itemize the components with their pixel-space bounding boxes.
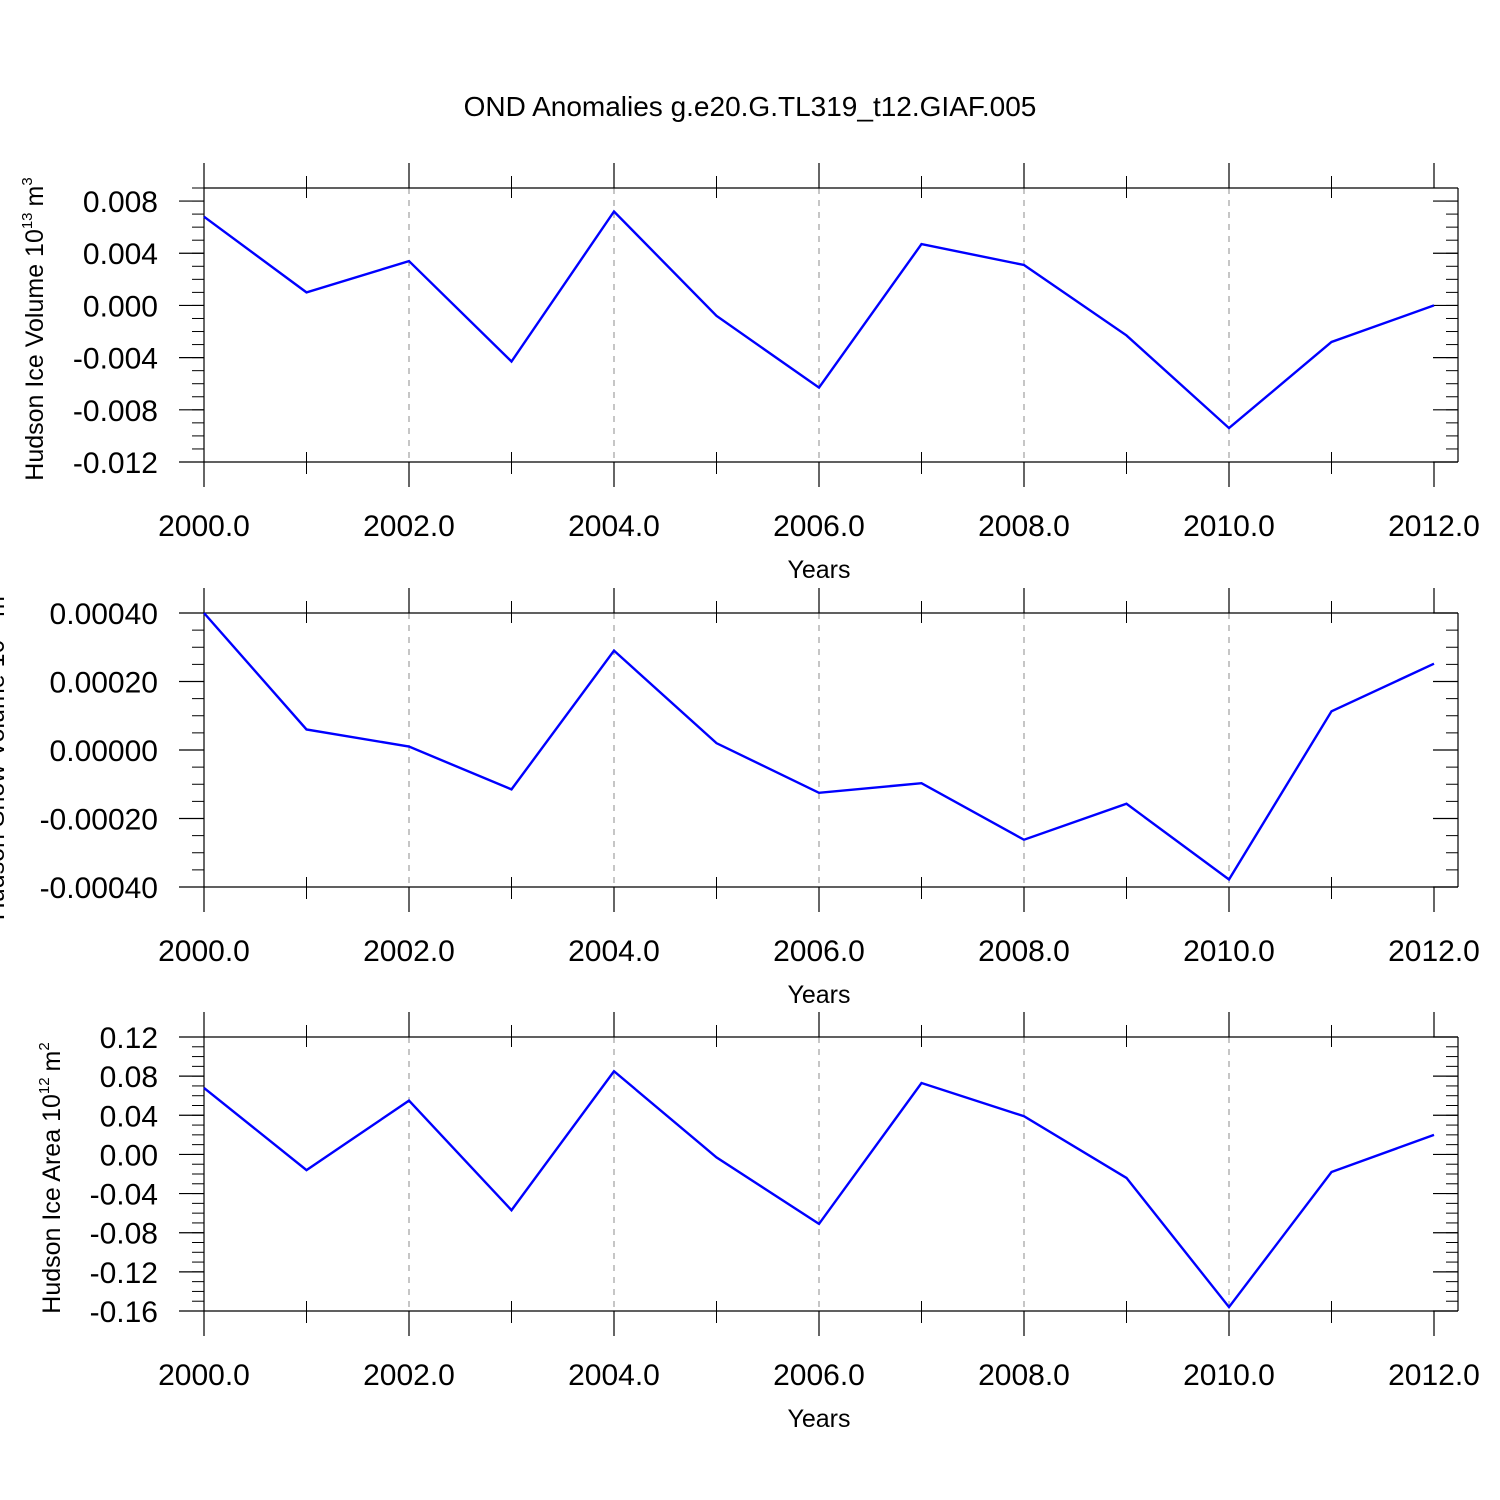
y-tick-label: -0.16 (90, 1296, 158, 1329)
y-axis-label-unit: m (38, 1051, 66, 1072)
x-axis-label: Years (787, 556, 850, 584)
series-line (203, 1069, 1435, 1310)
y-tick-label: -0.00020 (40, 804, 158, 837)
y-axis-label-unit-exponent: 3 (19, 177, 36, 185)
x-tick-label: 2006.0 (773, 1359, 865, 1392)
y-axis-label-text: Hudson Ice Volume 10 (21, 229, 49, 481)
y-axis-label-text: Hudson Snow Volume 10 (0, 640, 10, 921)
x-tick-label: 2004.0 (568, 1359, 660, 1392)
x-tick-label: 2006.0 (773, 935, 865, 968)
y-tick-label: -0.00040 (40, 872, 158, 905)
panels: 2000.0 2002.0 2004.0 2006.0 2008.0 2010.0 2012… (0, 163, 1480, 1433)
y-tick-label: 0.08 (100, 1061, 158, 1094)
x-tick-label: 2002.0 (363, 510, 455, 543)
y-tick-label: 0.12 (100, 1022, 158, 1055)
x-tick-label: 2012.0 (1388, 935, 1480, 968)
y-axis-label-unit: m (0, 596, 10, 617)
x-tick-label: 2012.0 (1388, 510, 1480, 543)
x-tick-label: 2008.0 (978, 1359, 1070, 1392)
x-axis-label: Years (787, 981, 850, 1009)
x-tick-label: 2010.0 (1183, 1359, 1275, 1392)
y-tick-label: 0.000 (83, 290, 158, 323)
x-tick-label: 2008.0 (978, 510, 1070, 543)
x-tick-label: 2008.0 (978, 935, 1070, 968)
y-tick-label: -0.004 (73, 343, 158, 376)
y-axis-label-unit-exponent: 2 (36, 1042, 53, 1050)
x-tick-label: 2012.0 (1388, 1359, 1480, 1392)
x-tick-label: 2006.0 (773, 510, 865, 543)
y-axis-label: Hudson Ice Volume 1013 m3 (19, 177, 49, 480)
x-tick-label: 2010.0 (1183, 935, 1275, 968)
y-tick-label: -0.008 (73, 395, 158, 428)
y-axis-label-exponent: 12 (36, 1077, 53, 1094)
y-tick-label: 0.00 (100, 1139, 158, 1172)
y-axis-label-text: Hudson Ice Area 10 (38, 1094, 66, 1314)
x-tick-label: 2004.0 (568, 935, 660, 968)
panel-3: 2000.0 2002.0 2004.0 2006.0 2008.0 2010.0 2012… (36, 1012, 1480, 1433)
y-axis-label: Hudson Snow Volume 1013m3 (0, 588, 10, 921)
y-axis-label-exponent: 13 (19, 212, 36, 229)
y-tick-label: 0.00040 (50, 598, 158, 631)
y-tick-label: 0.00000 (50, 735, 158, 768)
x-tick-label: 2002.0 (363, 1359, 455, 1392)
y-tick-label: -0.04 (90, 1179, 158, 1212)
y-tick-label: -0.012 (73, 447, 158, 480)
y-tick-label: 0.004 (83, 238, 158, 271)
x-tick-label: 2000.0 (158, 1359, 250, 1392)
y-tick-label: -0.08 (90, 1218, 158, 1251)
x-tick-label: 2004.0 (568, 510, 660, 543)
panel-2: 2000.0 2002.0 2004.0 2006.0 2008.0 2010.0 2012… (0, 588, 1480, 1009)
y-axis-label-unit: m (21, 186, 49, 207)
panel-1: 2000.0 2002.0 2004.0 2006.0 2008.0 2010.0 2012… (19, 163, 1480, 584)
x-tick-label: 2000.0 (158, 510, 250, 543)
y-tick-label: -0.12 (90, 1257, 158, 1290)
x-tick-label: 2000.0 (158, 935, 250, 968)
x-tick-label: 2010.0 (1183, 510, 1275, 543)
y-tick-label: 0.008 (83, 186, 158, 219)
chart-title: OND Anomalies g.e20.G.TL319_t12.GIAF.005 (464, 91, 1037, 122)
y-tick-label: 0.04 (100, 1100, 158, 1133)
y-axis-label: Hudson Ice Area 1012 m2 (36, 1042, 66, 1313)
y-tick-label: 0.00020 (50, 667, 158, 700)
x-axis-label: Years (787, 1405, 850, 1433)
x-tick-label: 2002.0 (363, 935, 455, 968)
